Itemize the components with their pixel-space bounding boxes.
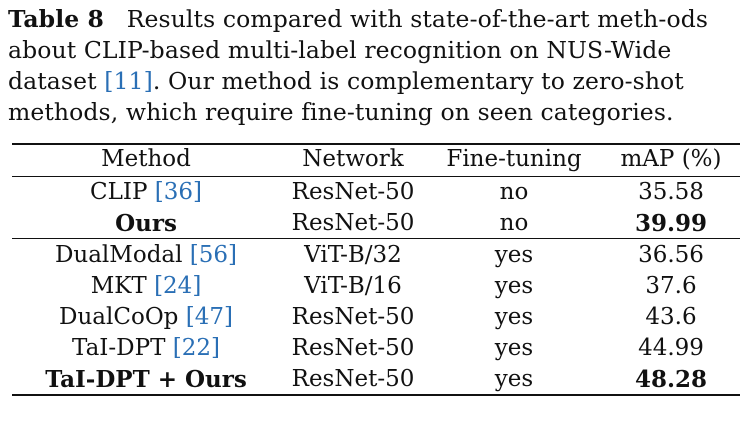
cell-method: MKT [24] [12,271,280,302]
table-group-rule [12,238,740,239]
cell-network: ResNet-50 [291,366,415,392]
cell-method: Ours [12,208,280,239]
header-network: Network [302,146,404,172]
cell-network: ResNet-50 [291,335,415,361]
method-name: MKT [90,273,155,299]
table-row: MKT [24] ViT-B/16 yes 37.6 [12,271,740,302]
method-name: CLIP [90,179,155,205]
caption-label: Table 8 [8,5,105,33]
table-caption: Table 8 Results compared with state-of-t… [8,4,746,128]
cell-map: 36.56 [638,242,704,268]
table-row: CLIP [36] ResNet-50 no 35.58 [12,177,740,208]
method-citation[interactable]: [36] [154,179,202,205]
cell-method: DualCoOp [47] [12,302,280,333]
table-top-rule [12,143,740,145]
cell-fine-tuning: no [499,179,529,205]
caption-text-2: . Our method is complementary to zero-sh… [8,67,684,126]
cell-fine-tuning: no [499,210,529,236]
cell-method: DualModal [56] [12,240,280,271]
table-header-rule [12,176,740,177]
cell-map: 39.99 [634,210,708,237]
method-name: DualModal [54,242,190,268]
table-row: Ours ResNet-50 no 39.99 [12,208,740,239]
cell-map: 35.58 [638,179,704,205]
cell-map: 43.6 [645,304,697,330]
method-citation[interactable]: [47] [185,304,233,330]
cell-map: 48.28 [634,366,708,393]
cell-network: ResNet-50 [291,304,415,330]
cell-method: TaI-DPT [22] [12,333,280,364]
cell-method: CLIP [36] [12,177,280,208]
method-name: TaI-DPT [72,335,173,361]
table-bottom-rule [12,394,740,396]
cell-network: ResNet-50 [291,210,415,236]
method-name: Ours [115,210,177,237]
cell-fine-tuning: yes [494,304,534,330]
cell-map: 37.6 [645,273,697,299]
cell-fine-tuning: yes [494,366,534,392]
cell-map: 44.99 [638,335,704,361]
cell-network: ResNet-50 [291,179,415,205]
table-row: DualCoOp [47] ResNet-50 yes 43.6 [12,302,740,333]
cell-fine-tuning: yes [494,242,534,268]
caption-text-1: Results compared with state-of-the-art m… [8,5,708,95]
cell-network: ViT-B/16 [304,273,402,299]
method-name: DualCoOp [59,304,186,330]
cell-method: TaI-DPT + Ours [12,364,280,395]
header-map: mAP (%) [620,146,722,172]
cell-network: ViT-B/32 [304,242,402,268]
cell-fine-tuning: yes [494,335,534,361]
table-header-row: Method Network Fine-tuning mAP (%) [12,144,740,175]
cell-fine-tuning: yes [494,273,534,299]
method-citation[interactable]: [22] [172,335,220,361]
table-row: TaI-DPT + Ours ResNet-50 yes 48.28 [12,364,740,395]
table-row: TaI-DPT [22] ResNet-50 yes 44.99 [12,333,740,364]
method-name: TaI-DPT + Ours [45,366,247,393]
caption-citation[interactable]: [11] [104,67,153,95]
header-fine-tuning: Fine-tuning [446,146,582,172]
table-row: DualModal [56] ViT-B/32 yes 36.56 [12,240,740,271]
method-citation[interactable]: [56] [189,242,238,268]
header-method: Method [101,146,191,172]
method-citation[interactable]: [24] [154,273,202,299]
